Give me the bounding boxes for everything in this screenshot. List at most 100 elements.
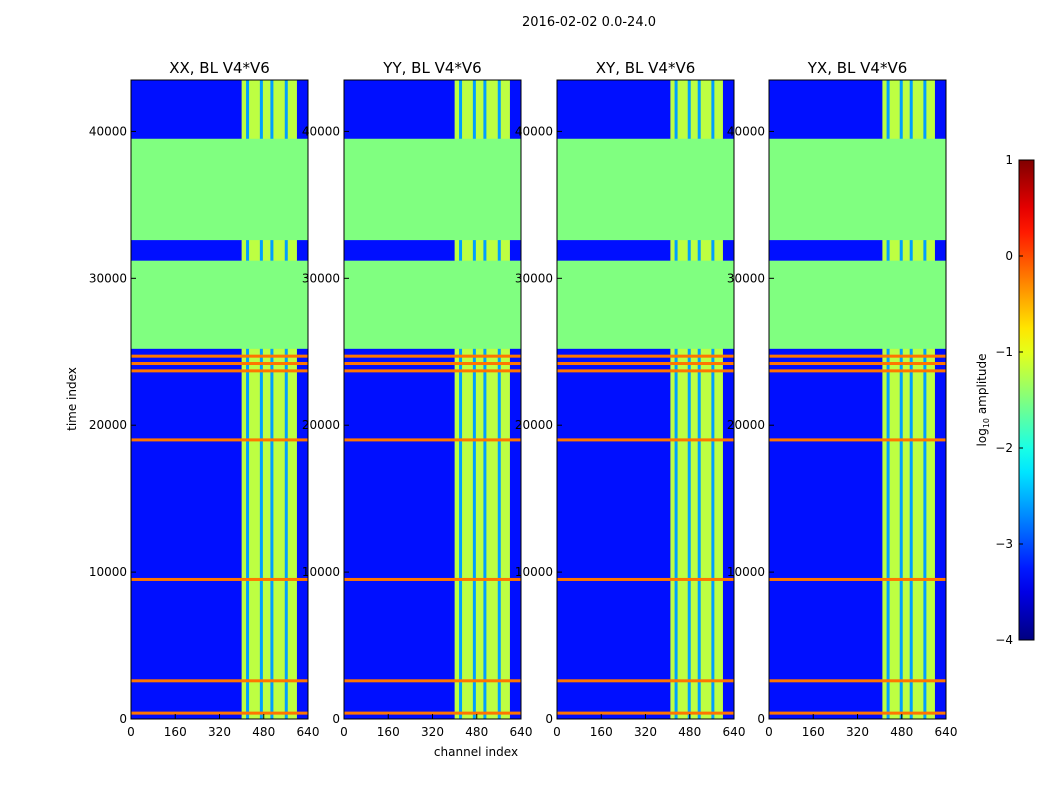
hot-row [769,362,946,366]
flagged-region [557,138,734,241]
y-tick-label: 40000 [727,124,765,138]
x-tick-label: 0 [553,725,561,739]
band-stripe [472,80,476,719]
panel-1: XX, BL V4*V6 0 160 320 480 640 0 10000 20000 3000… [89,59,320,739]
panel-4: YX, BL V4*V6 0 160 320 480 640 0 10000 20000 3000… [727,59,958,739]
panel-title: XY, BL V4*V6 [596,59,696,77]
hot-row [557,438,734,442]
y-tick-label: 30000 [302,271,340,285]
hot-row [769,711,946,715]
colorbar-gradient [1018,159,1035,641]
band-stripe [259,80,263,719]
hot-row [131,577,308,581]
x-tick-label: 640 [510,725,533,739]
hot-row [131,362,308,366]
band-stripe [270,80,274,719]
hot-row [557,354,734,358]
x-tick-label: 160 [377,725,400,739]
y-tick-label: 20000 [89,418,127,432]
panel-title: YX, BL V4*V6 [807,59,908,77]
band-stripe [697,80,701,719]
y-tick-label: 30000 [515,271,553,285]
flagged-region [769,138,946,241]
x-tick-label: 160 [164,725,187,739]
y-axis-label: time index [65,367,79,431]
y-tick-label: 10000 [302,565,340,579]
y-tick-label: 10000 [89,565,127,579]
y-tick-label: 20000 [302,418,340,432]
hot-row [557,679,734,683]
heatmap-image [131,80,308,719]
hot-row [131,354,308,358]
y-tick-label: 40000 [89,124,127,138]
colorbar-tick-label: −4 [995,633,1013,647]
x-tick-label: 160 [802,725,825,739]
colorbar-label: log10 amplitude [975,354,991,447]
x-tick-label: 640 [297,725,320,739]
x-tick-label: 640 [935,725,958,739]
y-tick-label: 0 [119,712,127,726]
x-tick-label: 320 [208,725,231,739]
band-stripe [909,80,913,719]
band-stripe [899,80,903,719]
y-tick-label: 0 [545,712,553,726]
band-stripe [687,80,691,719]
y-tick-label: 30000 [727,271,765,285]
heatmap-image [344,80,521,719]
x-tick-label: 0 [765,725,773,739]
colorbar-tick-label: 1 [1005,153,1013,167]
colorbar-tick-label: 0 [1005,249,1013,263]
panel-3: XY, BL V4*V6 0 160 320 480 640 0 10000 20000 3000… [515,59,746,739]
flagged-region [344,138,521,241]
panel-title: YY, BL V4*V6 [382,59,481,77]
y-tick-label: 40000 [515,124,553,138]
x-tick-label: 480 [465,725,488,739]
band-stripe [284,80,288,719]
band-stripe [246,80,250,719]
y-tick-label: 0 [332,712,340,726]
band-stripe [923,80,927,719]
hot-row [769,369,946,373]
flagged-region [769,260,946,349]
x-tick-label: 480 [890,725,913,739]
flagged-region [344,260,521,349]
y-tick-label: 20000 [727,418,765,432]
hot-row [769,438,946,442]
hot-row [769,577,946,581]
flagged-region [131,138,308,241]
flagged-region [131,260,308,349]
band-stripe [483,80,487,719]
hot-row [344,679,521,683]
band-stripe [459,80,463,719]
hot-row [344,438,521,442]
hot-row [344,362,521,366]
x-tick-label: 320 [421,725,444,739]
band-stripe [497,80,501,719]
colorbar-tick-label: −3 [995,537,1013,551]
y-tick-label: 30000 [89,271,127,285]
hot-row [131,369,308,373]
panel-title: XX, BL V4*V6 [169,59,270,77]
x-tick-label: 320 [846,725,869,739]
heatmap-image [557,80,734,719]
x-tick-label: 480 [678,725,701,739]
hot-row [344,369,521,373]
y-tick-label: 20000 [515,418,553,432]
colorbar: 1 0 −1 −2 −3 −4 [995,153,1035,647]
hot-row [131,679,308,683]
hot-row [557,362,734,366]
flagged-region [557,260,734,349]
colorbar-tick-label: −1 [995,345,1013,359]
hot-row [131,711,308,715]
hot-row [131,438,308,442]
hot-row [557,711,734,715]
figure-title: 2016-02-02 0.0-24.0 [522,15,656,30]
x-tick-label: 160 [590,725,613,739]
x-axis-label: channel index [434,745,518,759]
y-tick-label: 0 [757,712,765,726]
hot-row [344,354,521,358]
y-tick-label: 40000 [302,124,340,138]
x-tick-label: 640 [723,725,746,739]
band-stripe [711,80,715,719]
